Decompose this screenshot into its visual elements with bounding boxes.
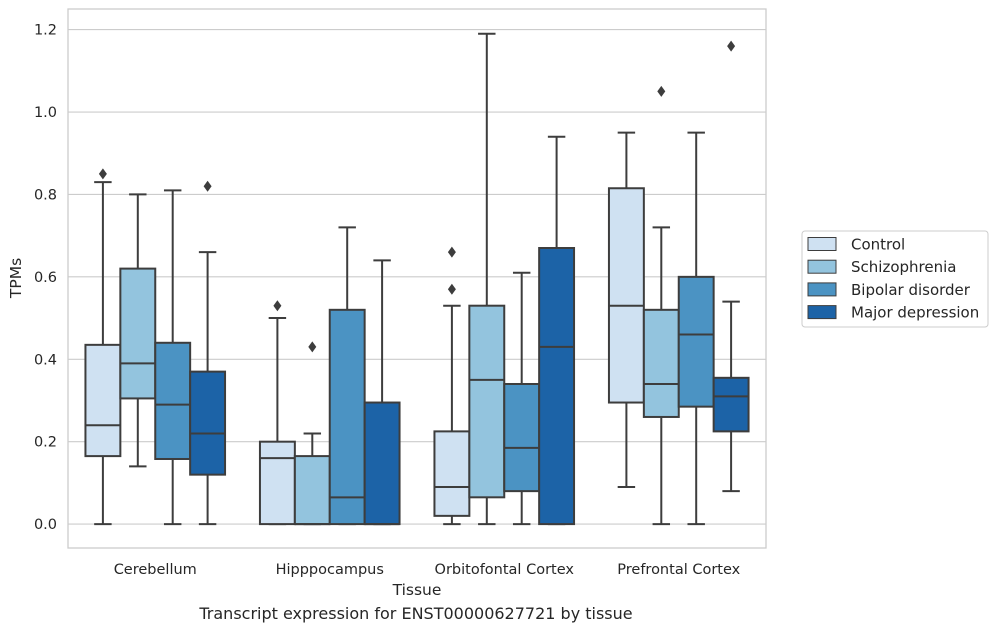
legend-swatch bbox=[808, 238, 836, 251]
box-group bbox=[609, 133, 644, 487]
box bbox=[469, 306, 504, 498]
y-tick-labels: 0.0 0.2 0.4 0.6 0.8 1.0 1.2 bbox=[34, 23, 57, 533]
box bbox=[295, 456, 330, 524]
legend-swatch bbox=[808, 283, 836, 296]
box bbox=[679, 277, 714, 407]
box-group bbox=[155, 190, 190, 524]
legend-label: Bipolar disorder bbox=[851, 281, 971, 299]
outlier-point bbox=[448, 247, 456, 258]
x-axis-label: Tissue bbox=[392, 581, 442, 599]
outlier-point bbox=[727, 41, 735, 52]
legend: Control Schizophrenia Bipolar disorder Majo… bbox=[802, 231, 988, 327]
box-group bbox=[190, 181, 225, 524]
box-group bbox=[469, 34, 504, 524]
outlier-point bbox=[99, 168, 107, 179]
box bbox=[714, 378, 749, 432]
outlier-point bbox=[657, 86, 665, 97]
outlier-point bbox=[273, 300, 281, 311]
legend-label: Major depression bbox=[851, 304, 979, 322]
x-tick-labels: Cerebellum Hipppocampus Orbitofontal Corte… bbox=[114, 562, 741, 578]
legend-label: Control bbox=[851, 236, 905, 254]
y-tick-label: 0.8 bbox=[34, 187, 57, 203]
box-group bbox=[330, 227, 365, 524]
y-tick-label: 1.2 bbox=[34, 23, 57, 39]
box bbox=[644, 310, 679, 417]
box-groups bbox=[85, 34, 748, 524]
box-group bbox=[365, 260, 400, 524]
y-tick-label: 1.0 bbox=[34, 105, 57, 121]
box bbox=[365, 403, 400, 525]
box bbox=[609, 188, 644, 402]
y-tick-label: 0.2 bbox=[34, 435, 57, 451]
x-tick-label: Hipppocampus bbox=[276, 562, 384, 578]
box-group bbox=[260, 300, 295, 524]
box-group bbox=[434, 247, 469, 524]
boxplot-chart: 0.0 0.2 0.4 0.6 0.8 1.0 1.2 Cerebellum Hipppoca… bbox=[0, 0, 997, 634]
box bbox=[330, 310, 365, 524]
box-group bbox=[120, 194, 155, 466]
y-axis-label: TPMs bbox=[7, 258, 25, 299]
legend-swatch bbox=[808, 260, 836, 273]
legend-swatch bbox=[808, 306, 836, 319]
outlier-point bbox=[204, 181, 212, 192]
box-group bbox=[714, 41, 749, 492]
x-tick-label: Prefrontal Cortex bbox=[617, 562, 740, 578]
box bbox=[155, 343, 190, 459]
box bbox=[539, 248, 574, 524]
box-group bbox=[85, 168, 120, 524]
box-group bbox=[679, 133, 714, 524]
box bbox=[434, 431, 469, 515]
x-tick-label: Cerebellum bbox=[114, 562, 197, 578]
box bbox=[190, 372, 225, 475]
y-tick-label: 0.0 bbox=[34, 517, 57, 533]
chart-caption: Transcript expression for ENST0000062772… bbox=[0, 604, 832, 623]
box bbox=[504, 384, 539, 491]
box-group bbox=[504, 273, 539, 524]
x-tick-label: Orbitofontal Cortex bbox=[435, 562, 575, 578]
box bbox=[260, 442, 295, 524]
legend-label: Schizophrenia bbox=[851, 258, 956, 276]
y-tick-label: 0.4 bbox=[34, 352, 57, 368]
box-group bbox=[644, 86, 679, 524]
outlier-point bbox=[448, 284, 456, 295]
y-tick-label: 0.6 bbox=[34, 270, 57, 286]
outlier-point bbox=[308, 341, 316, 352]
box bbox=[85, 345, 120, 456]
box bbox=[120, 269, 155, 399]
box-group bbox=[295, 341, 330, 524]
